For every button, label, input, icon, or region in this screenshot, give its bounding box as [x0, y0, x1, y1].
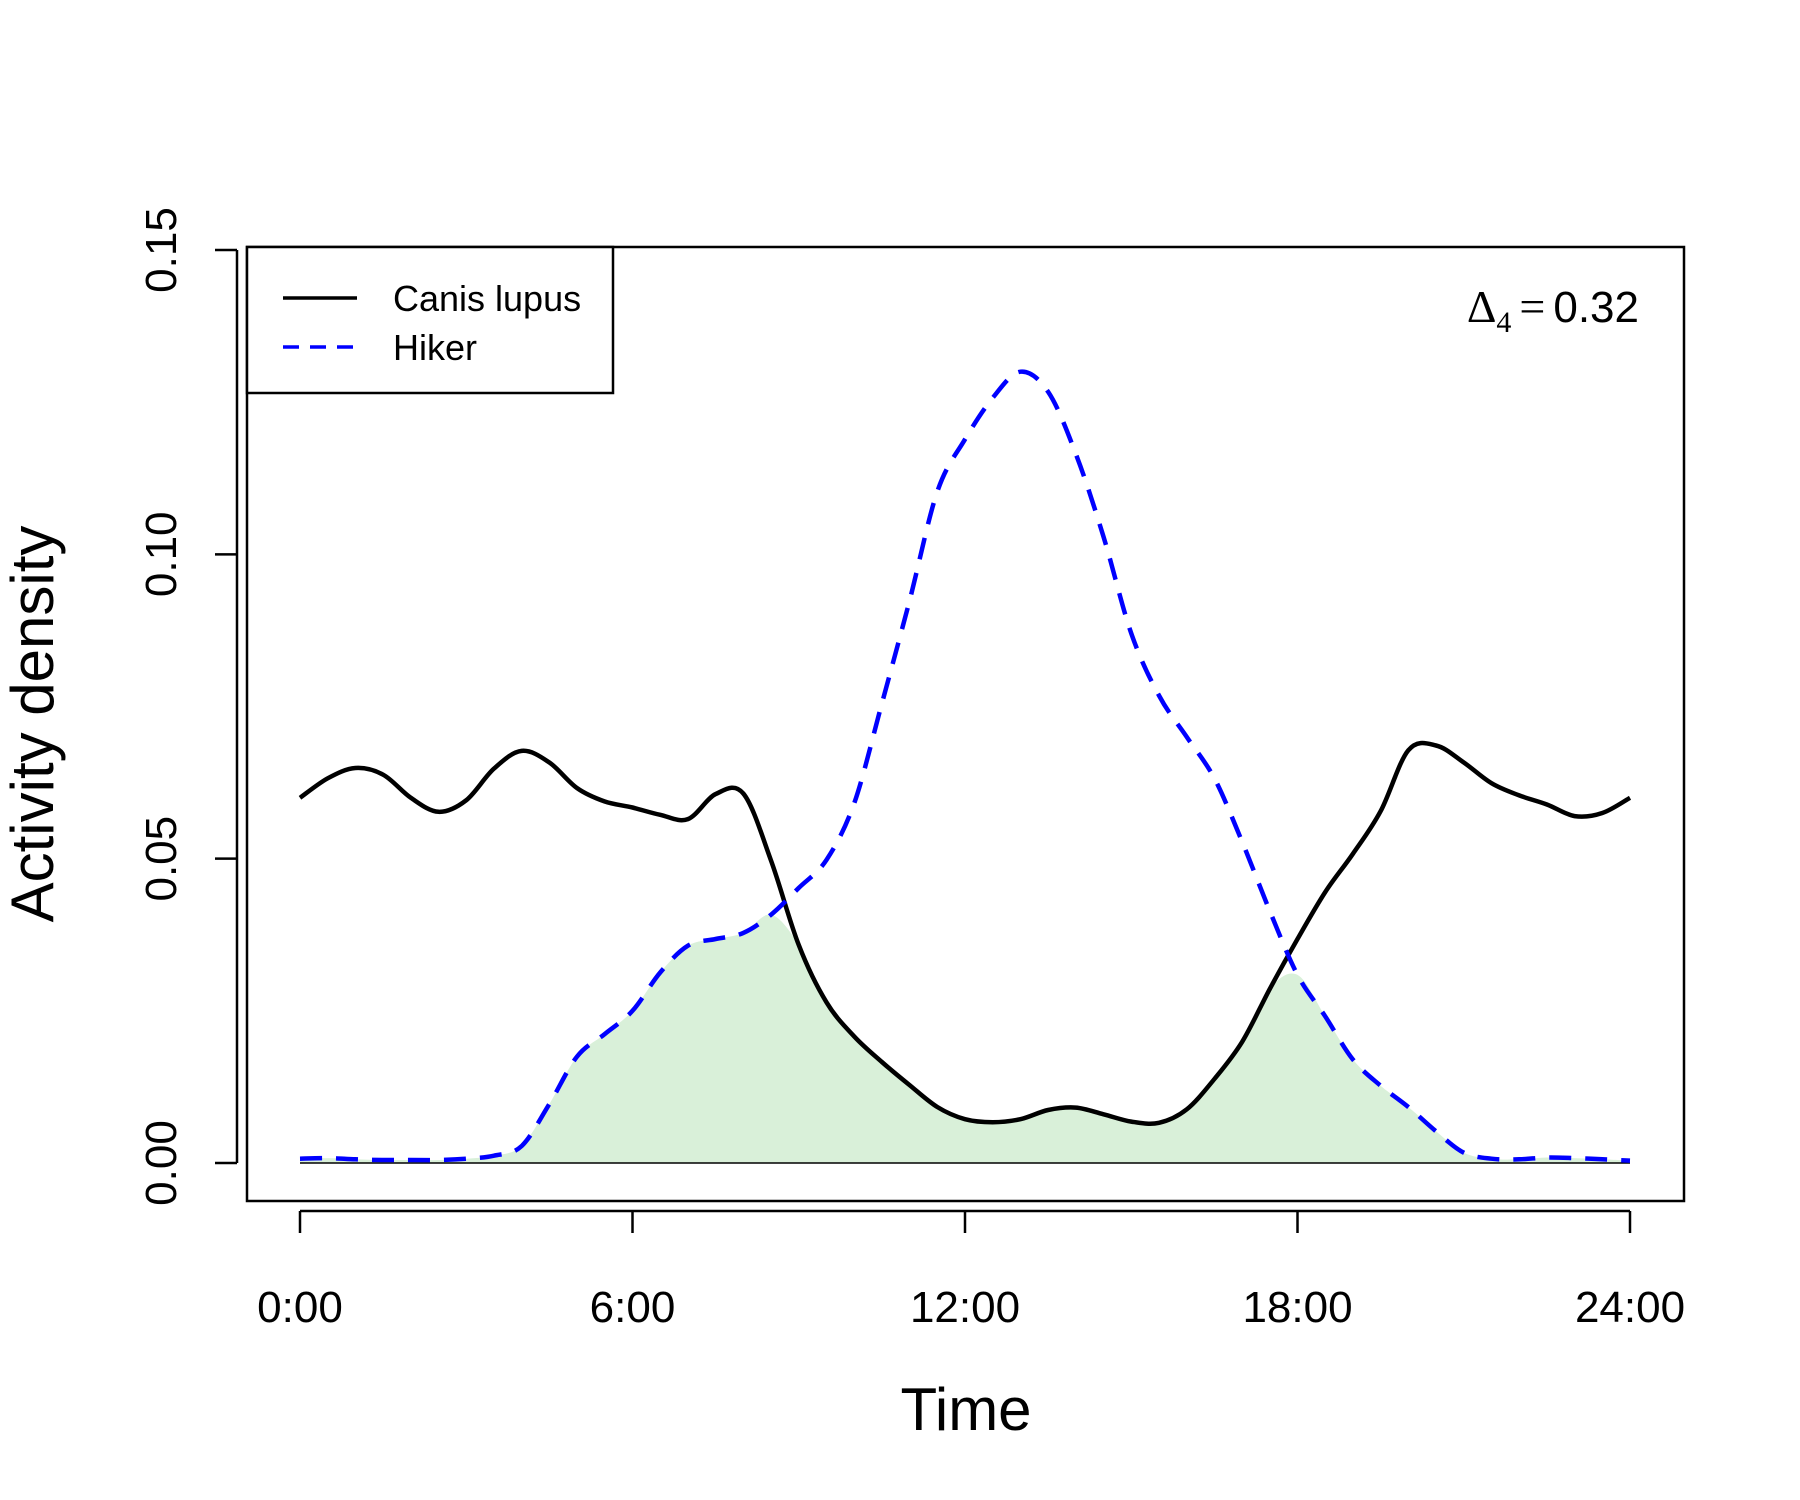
- y-tick-label: 0.10: [137, 511, 186, 597]
- y-tick-label: 0.15: [137, 207, 186, 293]
- overlap-area-layer: [300, 914, 1630, 1164]
- series-layer: [298, 369, 1632, 1163]
- legend-label-canis-lupus: Canis lupus: [393, 278, 581, 319]
- y-tick-label: 0.05: [137, 816, 186, 902]
- overlap-coefficient-annotation: Δ4 = 0.32: [1467, 281, 1639, 339]
- legend-label-hiker: Hiker: [393, 327, 477, 368]
- y-axis-title: Activity density: [0, 526, 66, 923]
- x-tick-label: 6:00: [590, 1283, 676, 1332]
- legend: Canis lupus Hiker: [245, 245, 615, 395]
- x-axis-title: Time: [900, 1376, 1031, 1443]
- x-tick-label: 12:00: [910, 1283, 1020, 1332]
- x-tick-label: 18:00: [1242, 1283, 1352, 1332]
- x-axis: 0:00 6:00 12:00 18:00 24:00: [257, 1209, 1685, 1332]
- series-line-hiker: [299, 369, 1631, 1163]
- series-line-canis-lupus: [298, 740, 1632, 1126]
- overlap-coefficient-label: Δ4 = 0.32: [1467, 281, 1639, 339]
- overlap-area: [300, 914, 1630, 1163]
- y-tick-label: 0.00: [137, 1120, 186, 1206]
- legend-box: [245, 245, 615, 395]
- plot-border: [245, 245, 1686, 1203]
- x-tick-label: 0:00: [257, 1283, 343, 1332]
- y-axis: 0.00 0.05 0.10 0.15: [137, 207, 239, 1206]
- x-tick-label: 24:00: [1575, 1283, 1685, 1332]
